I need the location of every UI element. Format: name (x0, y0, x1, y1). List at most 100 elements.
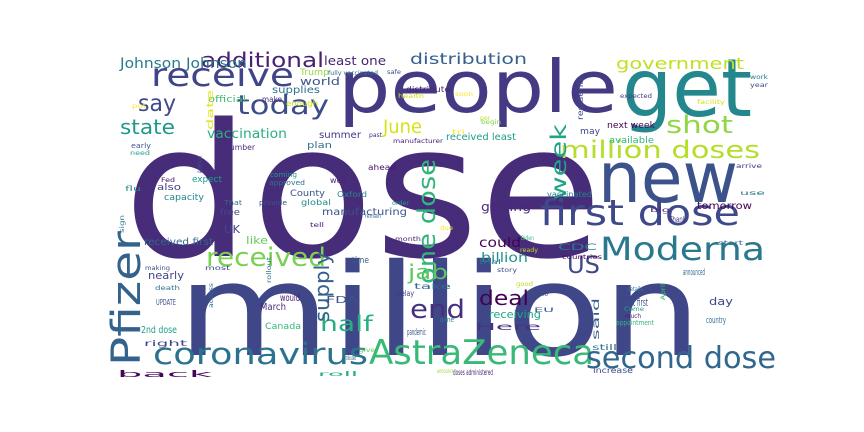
word-right: right (144, 339, 187, 348)
word-enough: enough (286, 99, 318, 108)
word-give: give (359, 347, 375, 354)
word-deal: deal (479, 286, 529, 310)
word-supplies: supplies (272, 85, 320, 96)
word-trump: Trump (299, 68, 329, 78)
word-facility: facility (697, 99, 726, 106)
word-people: people (338, 45, 618, 129)
word-begin: begin (481, 119, 501, 126)
word-good: good (516, 281, 533, 288)
word-announce: announce (437, 368, 454, 375)
word-half: half (320, 312, 374, 336)
word-world: world (300, 75, 340, 88)
word-start: start (718, 240, 744, 247)
word-use: use (740, 190, 766, 197)
word-safe: safe (387, 69, 401, 76)
word-per: per (480, 115, 491, 122)
word-receiving: receiving (489, 308, 541, 321)
word-order: order (392, 200, 410, 207)
word-need: need (130, 150, 150, 157)
word-due: due (440, 225, 453, 232)
word-pandemic: pandemic (407, 328, 426, 338)
word-johnson-johnson: Johnson Johnson (119, 56, 247, 72)
word-past: past (369, 132, 383, 139)
word-least-one: least one (324, 54, 386, 68)
word-month: month (395, 236, 421, 243)
word-got-first: got first (626, 296, 648, 309)
word-time: time (352, 256, 369, 266)
word-would: would (280, 293, 300, 304)
word-work: work (750, 74, 769, 81)
word-trial: trial (479, 259, 502, 266)
word-death: death (155, 285, 180, 292)
word-update: UPDATE (156, 298, 176, 307)
word-say: say (138, 91, 176, 117)
word-done: done (440, 316, 454, 324)
word-billion: billion (481, 251, 528, 266)
word-make: make (262, 95, 282, 104)
word-distribute: distribute (406, 85, 450, 94)
word-announced: announced (683, 268, 705, 278)
word-that: That (223, 199, 242, 207)
word-next-week: next week (607, 121, 656, 131)
word-remain: remain (365, 213, 381, 220)
word-number: number (225, 143, 256, 152)
word-get: get (622, 42, 752, 135)
word-astrazeneca: AstraZeneca (369, 333, 594, 373)
word-distributed: distributed (342, 355, 356, 362)
word-eu: EU (534, 307, 554, 314)
word-tmo: tmo (537, 291, 548, 298)
word-delay: delay (397, 289, 414, 298)
word-details: details (627, 286, 643, 293)
word-available: available (609, 136, 655, 146)
word-free: free (220, 208, 241, 218)
word-well: well (330, 176, 346, 185)
word-ahead: ahead (368, 163, 396, 172)
word-may: may (580, 127, 601, 137)
word-early: early (131, 142, 151, 150)
word-us: US (567, 251, 600, 279)
word-receive: receive (151, 56, 294, 94)
word-come: Come (624, 306, 644, 313)
word-like: like (246, 234, 268, 247)
word-put: put (132, 103, 147, 110)
word-week: week (547, 123, 571, 200)
word-take: take (414, 282, 451, 291)
word-end: end (410, 295, 465, 325)
word-countries: countries (562, 254, 602, 261)
word-fully-vaccinated: fully vaccinated (328, 70, 378, 77)
word-most: most (205, 265, 231, 272)
word-received: received (206, 243, 326, 273)
word-roll: roll (318, 371, 359, 378)
word-uk: UK (224, 223, 241, 236)
word-big: big (650, 207, 670, 214)
word-getting: getting (481, 200, 531, 214)
word-coronavirus: coronavirus (153, 337, 368, 371)
word-june: June (382, 116, 422, 138)
word-approved: approved (269, 179, 305, 187)
word-also: also (157, 183, 182, 193)
word-much: much (625, 313, 641, 320)
word-county: County (290, 189, 326, 199)
word-supply: supply (310, 252, 334, 322)
word-distribution: distribution (410, 50, 527, 68)
word-sign: sign (119, 215, 126, 233)
word-thank: Thank (668, 215, 686, 224)
word-april: April (660, 283, 667, 300)
word-moderna: Moderna (600, 230, 765, 268)
word-new: new (598, 137, 738, 219)
word-vaccination: vaccination (207, 127, 287, 142)
word-health: health (398, 93, 424, 100)
word-across: across (208, 283, 215, 308)
word-biden: Biden (521, 235, 534, 242)
word-expected: expected (620, 93, 652, 100)
word-today: today (237, 90, 329, 121)
word-million-doses: million doses (560, 136, 760, 164)
word-story: story (497, 267, 518, 274)
word-jab: jab (407, 260, 448, 284)
word-still: still (592, 343, 617, 352)
word-said: said (591, 298, 602, 340)
word-oxford: Oxford (337, 190, 367, 199)
word-increase: increase (593, 366, 633, 375)
word-date: date (206, 89, 216, 130)
